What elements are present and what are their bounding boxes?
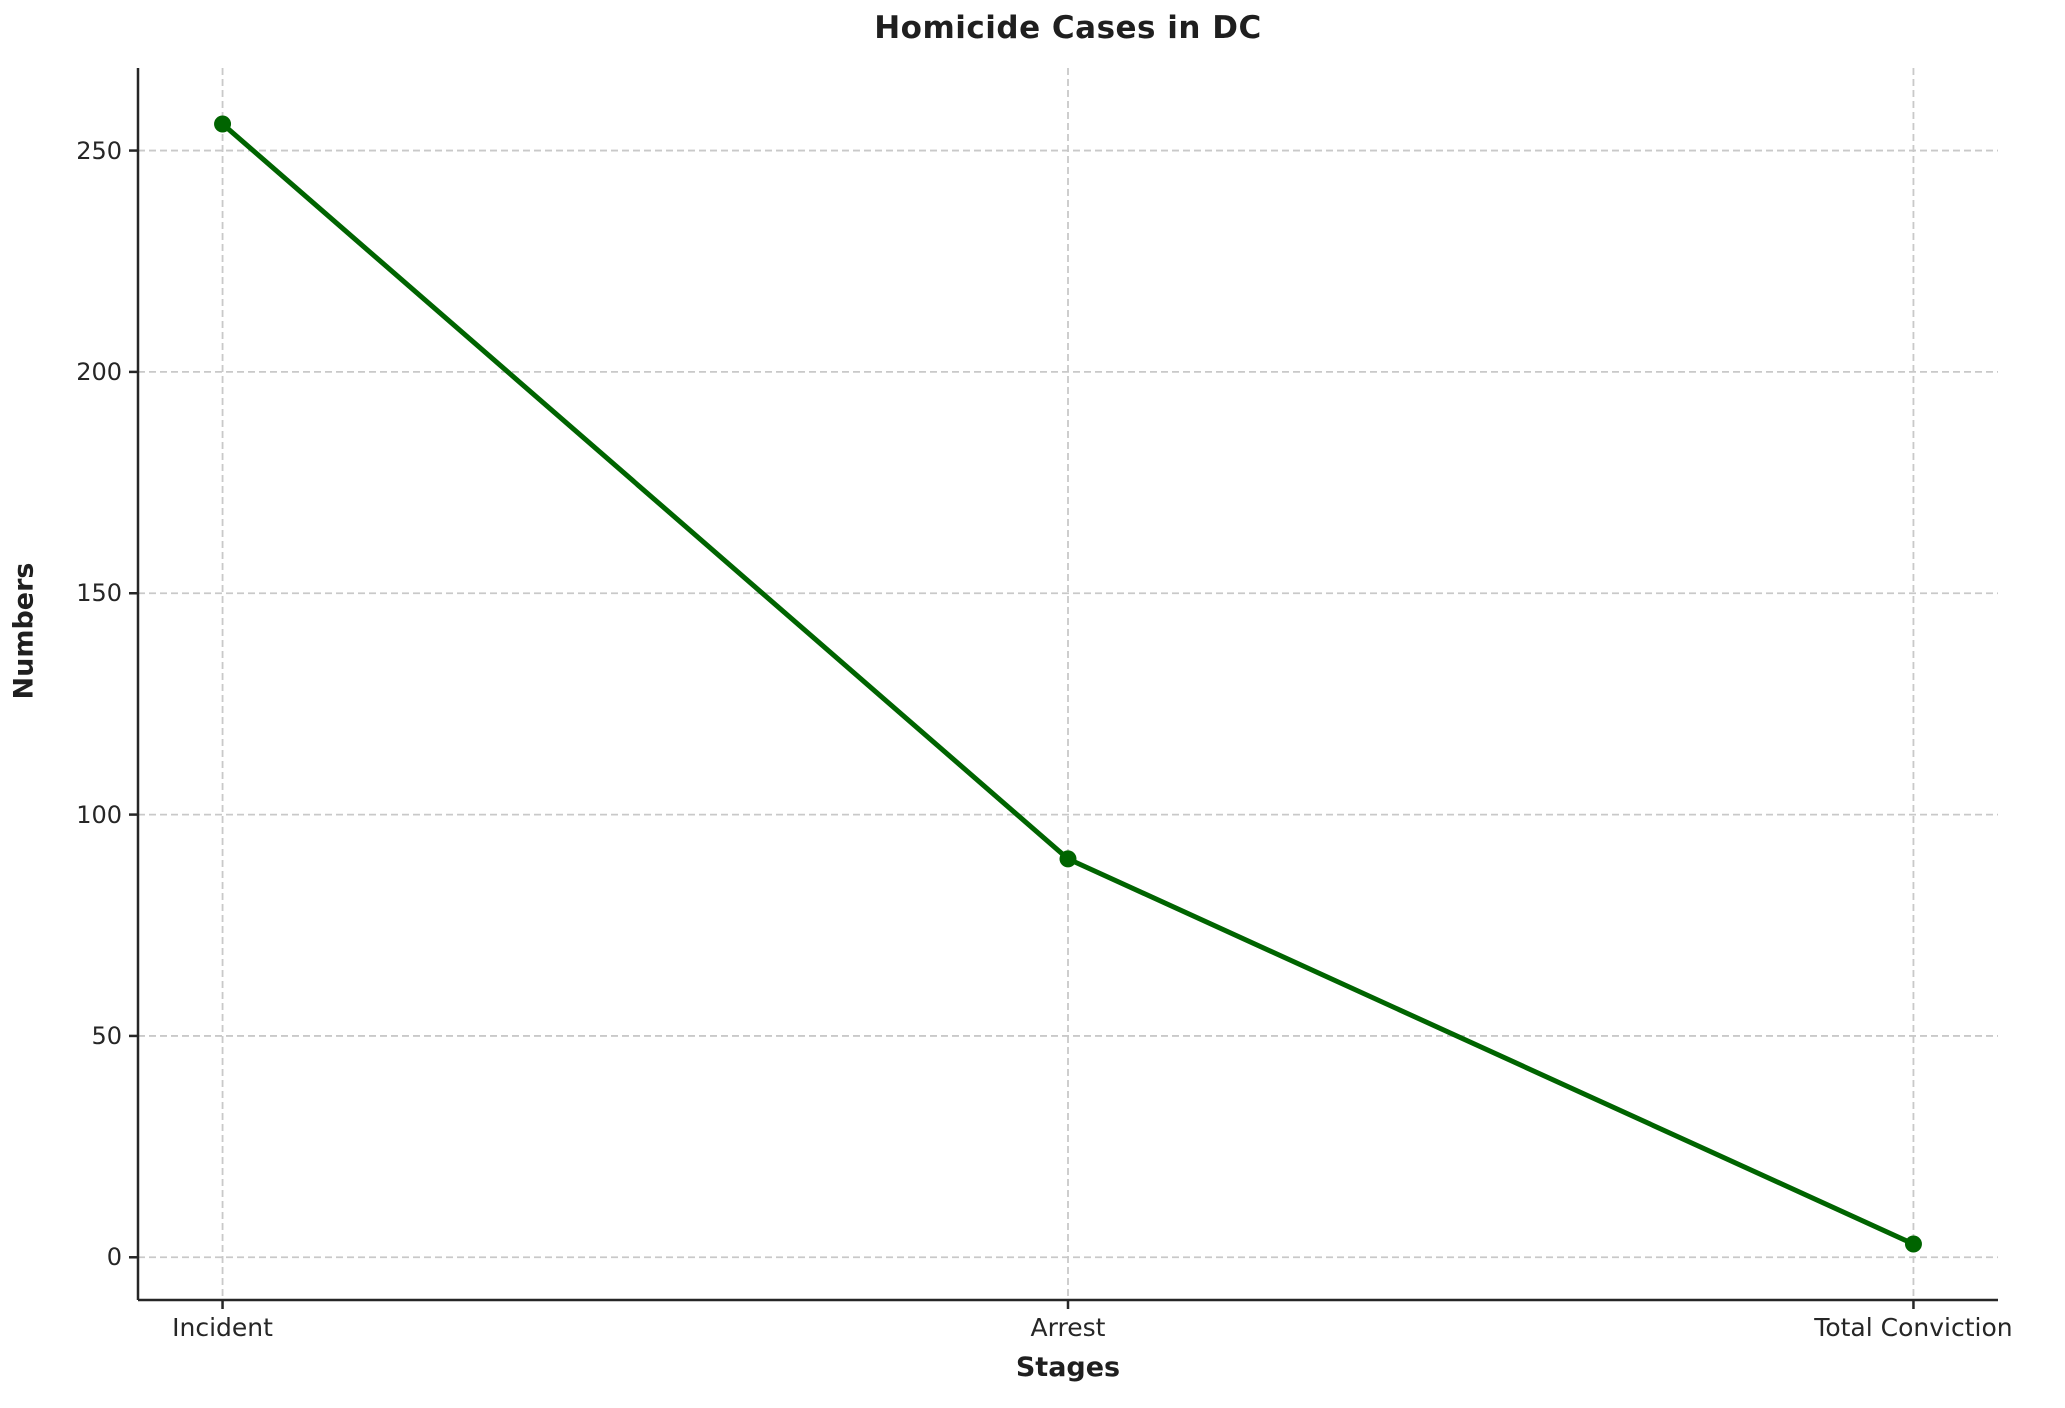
y-tick-label: 250 xyxy=(76,136,122,165)
data-point-total-conviction xyxy=(1904,1235,1922,1253)
data-point-incident xyxy=(214,115,232,133)
y-tick-label: 100 xyxy=(76,800,122,829)
x-tick-label: Total Conviction xyxy=(1814,1313,2013,1342)
x-tick-label: Incident xyxy=(172,1313,273,1342)
y-tick-label: 50 xyxy=(91,1021,122,1050)
y-tick-label: 0 xyxy=(106,1243,122,1272)
chart-title: Homicide Cases in DC xyxy=(874,10,1262,46)
y-tick-label: 200 xyxy=(76,357,122,386)
x-tick-label: Arrest xyxy=(1030,1313,1106,1342)
plot-area xyxy=(129,68,1998,1309)
x-axis-label: Stages xyxy=(1015,1352,1121,1383)
y-tick-label: 150 xyxy=(76,579,122,608)
y-axis-label: Numbers xyxy=(8,562,40,700)
data-point-arrest xyxy=(1059,850,1077,868)
